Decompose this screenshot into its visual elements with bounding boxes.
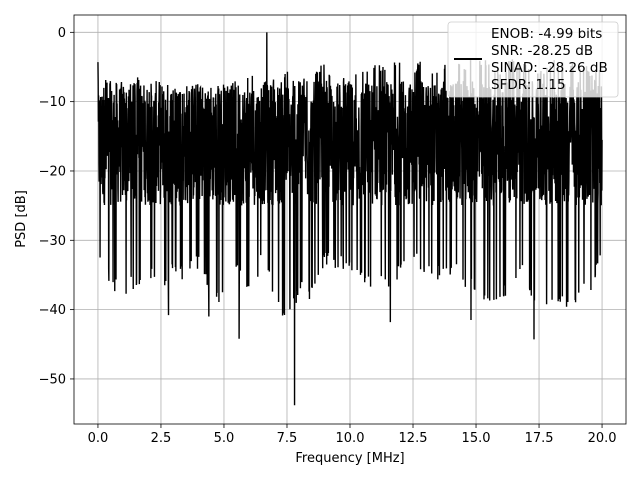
legend-entry-enob: ENOB: -4.99 bits [491, 26, 602, 42]
legend-entry-sfdr: SFDR: 1.15 [491, 77, 566, 93]
y-axis-label: PSD [dB] [14, 190, 29, 248]
x-tick-label: 10.0 [336, 431, 365, 446]
y-axis-ticks: 0 −10 −20 −30 −40 −50 [39, 26, 74, 387]
x-tick-label: 5.0 [214, 431, 235, 446]
x-axis-label: Frequency [MHz] [295, 451, 404, 466]
x-tick-label: 20.0 [588, 431, 617, 446]
x-tick-label: 15.0 [462, 431, 491, 446]
y-tick-label: −40 [39, 303, 66, 318]
y-tick-label: −10 [39, 95, 66, 110]
legend-entry-snr: SNR: -28.25 dB [491, 43, 593, 59]
x-tick-label: 12.5 [399, 431, 428, 446]
x-tick-label: 7.5 [277, 431, 298, 446]
y-tick-label: −30 [39, 234, 66, 249]
legend: ENOB: -4.99 bits SNR: -28.25 dB SINAD: -… [447, 21, 619, 98]
x-tick-label: 0.0 [88, 431, 109, 446]
y-tick-label: −20 [39, 164, 66, 179]
legend-entry-sinad: SINAD: -28.26 dB [491, 60, 608, 76]
y-tick-label: −50 [39, 372, 66, 387]
x-tick-label: 17.5 [525, 431, 554, 446]
y-tick-label: 0 [58, 26, 66, 41]
legend-box [447, 21, 619, 98]
x-tick-label: 2.5 [151, 431, 172, 446]
x-axis-ticks: 0.0 2.5 5.0 7.5 10.0 12.5 15.0 17.5 20.0 [88, 424, 617, 446]
